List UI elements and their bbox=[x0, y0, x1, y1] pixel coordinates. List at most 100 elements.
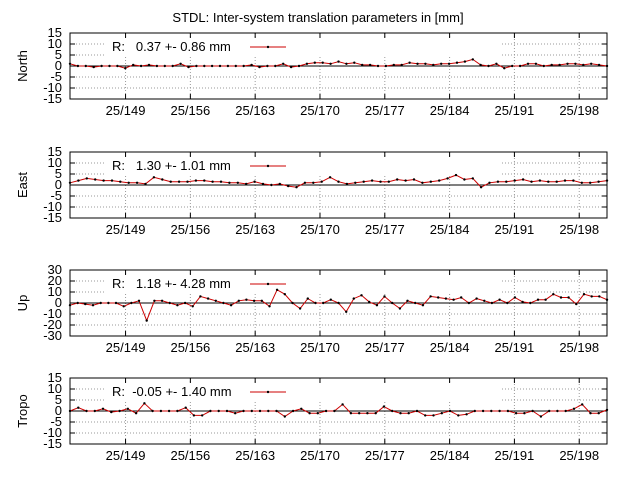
data-point bbox=[490, 301, 494, 305]
data-point bbox=[171, 64, 174, 68]
legend-text: R: -0.05 +- 1.40 mm bbox=[112, 384, 232, 399]
y-axis-label: Up bbox=[15, 295, 30, 312]
data-point bbox=[324, 409, 328, 413]
legend-box bbox=[104, 156, 502, 176]
x-tick-label: 25/184 bbox=[430, 103, 470, 118]
data-point bbox=[387, 180, 390, 183]
data-point bbox=[187, 65, 190, 69]
data-point bbox=[424, 62, 427, 65]
data-point bbox=[487, 64, 490, 68]
y-tick-label: 5 bbox=[55, 166, 62, 181]
data-point bbox=[440, 412, 443, 415]
data-point bbox=[534, 62, 538, 65]
data-point bbox=[526, 62, 530, 65]
x-tick-label: 25/177 bbox=[365, 103, 405, 118]
legend-box bbox=[104, 274, 502, 294]
data-point bbox=[581, 403, 584, 406]
data-point bbox=[94, 178, 97, 181]
data-point bbox=[228, 181, 231, 184]
data-point bbox=[605, 408, 609, 412]
data-point bbox=[130, 301, 133, 305]
y-axis-label: Tropo bbox=[15, 394, 30, 427]
x-tick-label: 25/177 bbox=[365, 448, 405, 463]
data-point bbox=[77, 179, 80, 182]
series-line bbox=[69, 289, 608, 322]
x-tick-label: 25/156 bbox=[170, 448, 210, 463]
data-point bbox=[110, 410, 113, 414]
y-tick-label: 0 bbox=[55, 295, 62, 310]
data-point bbox=[564, 409, 567, 413]
y-tick-label: 15 bbox=[48, 144, 62, 159]
data-point bbox=[523, 412, 526, 415]
x-tick-label: 25/191 bbox=[495, 448, 535, 463]
data-point bbox=[68, 62, 72, 65]
data-point bbox=[179, 62, 182, 65]
data-point bbox=[362, 180, 365, 183]
data-point bbox=[328, 176, 332, 179]
data-point bbox=[226, 64, 230, 68]
data-point bbox=[506, 409, 510, 413]
y-tick-label: -10 bbox=[43, 306, 62, 321]
data-point bbox=[321, 61, 324, 64]
data-point bbox=[329, 298, 332, 301]
data-point bbox=[438, 179, 441, 182]
data-point bbox=[126, 407, 129, 410]
data-point bbox=[448, 409, 452, 413]
data-point bbox=[556, 409, 559, 413]
data-point bbox=[414, 301, 417, 305]
data-point bbox=[572, 179, 575, 182]
data-point bbox=[605, 64, 609, 68]
data-point bbox=[143, 402, 146, 405]
data-point bbox=[132, 63, 135, 67]
data-point bbox=[283, 415, 286, 418]
x-tick-label: 25/191 bbox=[495, 340, 535, 355]
data-point bbox=[177, 180, 181, 183]
data-point bbox=[345, 62, 348, 65]
x-tick-label: 25/198 bbox=[559, 103, 599, 118]
y-tick-label: -15 bbox=[43, 436, 62, 451]
data-point bbox=[236, 181, 239, 184]
y-tick-label: 30 bbox=[48, 262, 62, 277]
y-tick-label: 15 bbox=[48, 25, 62, 40]
y-tick-label: -5 bbox=[50, 69, 62, 84]
data-point bbox=[297, 64, 301, 68]
data-point bbox=[222, 301, 225, 305]
data-point bbox=[341, 403, 344, 406]
data-point bbox=[597, 63, 601, 67]
data-point bbox=[412, 178, 416, 181]
data-point bbox=[68, 304, 72, 307]
data-point bbox=[473, 409, 476, 413]
data-point bbox=[563, 179, 567, 182]
data-point bbox=[374, 412, 377, 415]
data-point bbox=[400, 63, 403, 67]
data-point bbox=[366, 412, 369, 415]
x-tick-label: 25/170 bbox=[300, 103, 340, 118]
data-point bbox=[521, 178, 525, 181]
data-point bbox=[582, 63, 585, 67]
x-tick-label: 25/156 bbox=[170, 103, 210, 118]
data-point bbox=[144, 182, 147, 186]
data-point bbox=[460, 296, 463, 299]
data-point bbox=[337, 301, 340, 305]
data-point bbox=[191, 305, 194, 308]
data-point bbox=[514, 412, 518, 415]
data-point bbox=[481, 409, 485, 413]
data-point bbox=[203, 64, 206, 68]
data-point bbox=[184, 406, 187, 409]
data-point bbox=[308, 412, 311, 415]
data-point bbox=[306, 297, 309, 300]
data-point bbox=[145, 319, 148, 322]
data-point bbox=[408, 61, 411, 64]
data-point bbox=[84, 302, 87, 306]
data-point bbox=[463, 60, 467, 63]
data-point bbox=[155, 64, 159, 68]
data-point bbox=[234, 64, 237, 68]
data-point bbox=[580, 181, 583, 184]
legend-marker bbox=[266, 45, 270, 49]
data-point bbox=[354, 181, 357, 184]
y-tick-label: 20 bbox=[48, 273, 62, 288]
data-point bbox=[261, 182, 265, 186]
data-point bbox=[260, 299, 263, 302]
data-point bbox=[77, 406, 80, 409]
data-point bbox=[345, 310, 348, 313]
